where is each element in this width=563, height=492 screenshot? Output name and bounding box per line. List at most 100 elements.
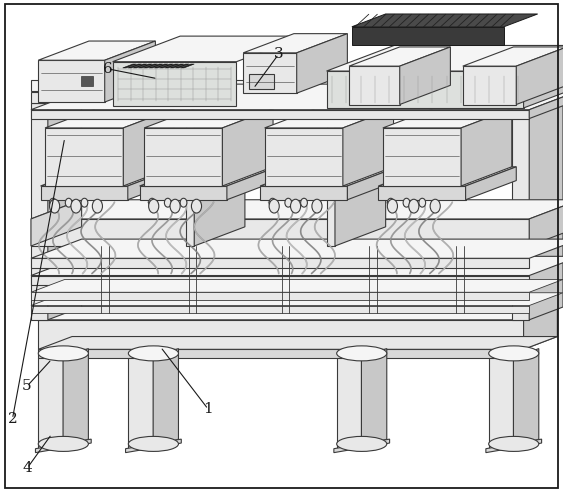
Ellipse shape <box>403 198 410 207</box>
Polygon shape <box>249 74 274 89</box>
Polygon shape <box>383 109 512 128</box>
Polygon shape <box>31 200 563 219</box>
Ellipse shape <box>149 199 159 213</box>
Polygon shape <box>38 358 63 449</box>
Polygon shape <box>461 109 512 186</box>
Polygon shape <box>297 33 347 93</box>
Polygon shape <box>45 128 123 186</box>
Polygon shape <box>466 167 516 200</box>
Polygon shape <box>121 55 220 68</box>
Polygon shape <box>31 306 529 313</box>
Ellipse shape <box>269 198 276 207</box>
Polygon shape <box>327 71 524 108</box>
Polygon shape <box>486 439 542 453</box>
Polygon shape <box>516 47 563 104</box>
Polygon shape <box>327 111 335 246</box>
Ellipse shape <box>409 199 419 213</box>
Polygon shape <box>31 293 563 306</box>
Polygon shape <box>38 337 557 349</box>
Polygon shape <box>126 439 181 453</box>
Polygon shape <box>38 60 105 102</box>
Polygon shape <box>48 91 82 320</box>
Ellipse shape <box>180 198 187 207</box>
Polygon shape <box>529 200 563 246</box>
Polygon shape <box>123 109 174 186</box>
Polygon shape <box>140 167 278 186</box>
Text: 4: 4 <box>22 461 32 475</box>
Ellipse shape <box>337 346 387 361</box>
Polygon shape <box>463 66 516 104</box>
Polygon shape <box>38 320 524 349</box>
Polygon shape <box>31 239 563 258</box>
Polygon shape <box>335 111 386 246</box>
Polygon shape <box>31 103 48 320</box>
Polygon shape <box>31 92 529 103</box>
Polygon shape <box>154 64 168 68</box>
Polygon shape <box>153 348 178 449</box>
Polygon shape <box>113 36 304 62</box>
Polygon shape <box>361 348 387 449</box>
Polygon shape <box>186 111 194 246</box>
Ellipse shape <box>419 198 426 207</box>
Polygon shape <box>524 307 557 349</box>
Polygon shape <box>524 45 563 108</box>
Polygon shape <box>31 110 529 119</box>
Ellipse shape <box>387 198 394 207</box>
Ellipse shape <box>489 436 539 452</box>
Text: 3: 3 <box>274 47 284 61</box>
Ellipse shape <box>301 198 307 207</box>
Polygon shape <box>222 109 273 186</box>
Ellipse shape <box>50 199 60 213</box>
Polygon shape <box>123 64 136 68</box>
Polygon shape <box>260 167 398 186</box>
Ellipse shape <box>312 199 322 213</box>
Polygon shape <box>31 200 82 246</box>
Ellipse shape <box>387 199 397 213</box>
Polygon shape <box>160 64 173 68</box>
Ellipse shape <box>38 346 88 361</box>
Text: 6: 6 <box>103 62 113 76</box>
Polygon shape <box>512 103 529 320</box>
Polygon shape <box>140 186 227 200</box>
Polygon shape <box>378 186 466 200</box>
Ellipse shape <box>489 346 539 361</box>
Polygon shape <box>31 292 529 300</box>
Polygon shape <box>144 128 222 186</box>
Ellipse shape <box>191 199 202 213</box>
Polygon shape <box>144 64 157 68</box>
Ellipse shape <box>128 346 178 361</box>
Polygon shape <box>349 47 450 66</box>
Text: 1: 1 <box>203 402 213 416</box>
Polygon shape <box>165 64 178 68</box>
Ellipse shape <box>170 199 180 213</box>
Ellipse shape <box>291 199 301 213</box>
Polygon shape <box>383 128 461 186</box>
Polygon shape <box>400 47 450 104</box>
Polygon shape <box>260 186 347 200</box>
Polygon shape <box>243 53 297 93</box>
Polygon shape <box>176 64 189 68</box>
Polygon shape <box>144 109 273 128</box>
Ellipse shape <box>149 198 155 207</box>
Polygon shape <box>138 64 152 68</box>
Ellipse shape <box>92 199 102 213</box>
Polygon shape <box>149 64 163 68</box>
Polygon shape <box>31 84 563 110</box>
Polygon shape <box>343 109 394 186</box>
Polygon shape <box>31 80 563 91</box>
Polygon shape <box>81 76 93 86</box>
Polygon shape <box>463 47 563 66</box>
Text: 5: 5 <box>22 379 32 393</box>
Polygon shape <box>38 307 557 320</box>
Polygon shape <box>31 219 529 246</box>
Polygon shape <box>529 80 563 103</box>
Polygon shape <box>128 64 141 68</box>
Polygon shape <box>31 279 563 292</box>
Polygon shape <box>31 258 529 268</box>
Polygon shape <box>489 358 513 449</box>
Polygon shape <box>265 128 343 186</box>
Polygon shape <box>41 186 128 200</box>
Ellipse shape <box>337 436 387 452</box>
Polygon shape <box>41 167 178 186</box>
Polygon shape <box>243 33 347 53</box>
